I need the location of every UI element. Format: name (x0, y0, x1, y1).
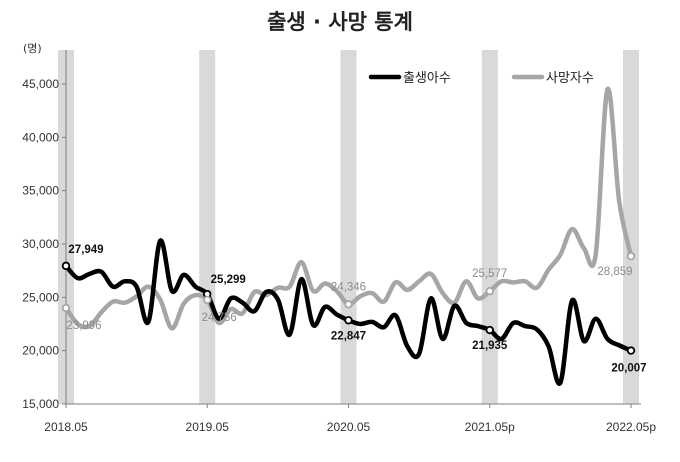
deaths-marker (485, 286, 494, 296)
deaths-marker (203, 295, 212, 305)
deaths-data-label: 24,346 (331, 281, 366, 293)
shaded-band (623, 50, 639, 404)
y-tick-label: 20,000 (22, 344, 59, 358)
x-tick-label: 2020.05 (327, 420, 371, 434)
deaths-data-label: 24,756 (202, 312, 237, 324)
deaths-line (63, 86, 634, 331)
births-data-label: 25,299 (211, 274, 246, 286)
x-tick-label: 2022.05p (606, 420, 656, 434)
births-marker (61, 261, 71, 271)
births-data-label: 20,007 (611, 363, 646, 375)
deaths-data-label: 25,577 (472, 268, 507, 280)
data-labels: 27,949 25,299 22,847 21,935 20,007 23,996 24,7… (66, 244, 646, 375)
deaths-data-label: 28,859 (597, 266, 632, 278)
births-marker (485, 325, 494, 335)
x-tick-label: 2019.05 (186, 420, 230, 434)
deaths-marker (344, 300, 353, 309)
births-marker (626, 346, 636, 355)
births-marker (344, 316, 353, 325)
x-tick-label: 2021.05p (465, 420, 515, 434)
y-tick-label: 15,000 (22, 397, 59, 411)
y-unit-label: (명) (23, 42, 42, 55)
chart-title: 출생 · 사망 통계 (267, 10, 413, 34)
births-data-label: 27,949 (68, 244, 103, 256)
deaths-marker (626, 251, 636, 261)
x-tick-label: 2018.05 (44, 420, 88, 434)
deaths-data-label: 23,996 (66, 320, 101, 332)
y-tick-label: 45,000 (22, 77, 59, 91)
y-tick-label: 30,000 (22, 237, 59, 251)
y-tick-label: 40,000 (22, 130, 59, 144)
legend-deaths-label: 사망자수 (546, 71, 594, 86)
shaded-bands (58, 50, 639, 404)
births-data-label: 21,935 (472, 340, 508, 352)
shaded-band (340, 50, 357, 404)
axes (62, 50, 641, 408)
shaded-band (481, 50, 498, 404)
y-tick-labels: 15,000 20,000 25,000 30,000 35,000 40,000 45,0… (22, 77, 59, 411)
y-tick-label: 25,000 (22, 290, 59, 304)
series-markers (61, 251, 636, 355)
x-tick-labels: 2018.05 2019.05 2020.05 2021.05p 2022.05p (44, 420, 656, 434)
deaths-marker (61, 303, 71, 313)
legend-births-label: 출생아수 (403, 71, 451, 86)
births-data-label: 22,847 (331, 330, 366, 342)
legend: 출생아수 사망자수 (368, 71, 594, 86)
y-tick-label: 35,000 (22, 184, 59, 198)
shaded-band (199, 50, 216, 404)
